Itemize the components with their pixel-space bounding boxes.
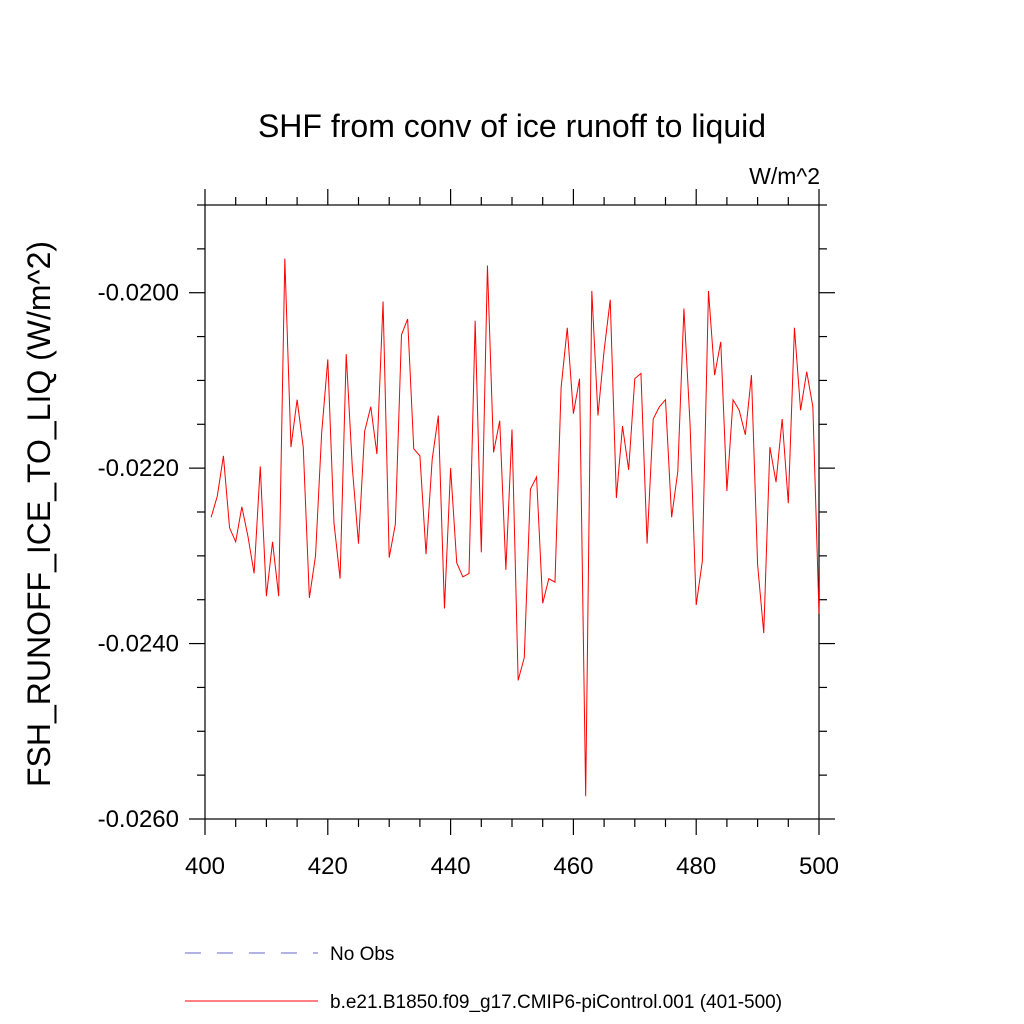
y-tick-label: -0.0240 <box>98 631 179 658</box>
series-line <box>210 258 820 797</box>
x-axis: 400 420 440 460 480 500 <box>185 189 839 880</box>
legend-label: No Obs <box>330 944 394 965</box>
legend-label: b.e21.B1850.f09_g17.CMIP6-piControl.001 … <box>330 992 782 1013</box>
legend: No Obs b.e21.B1850.f09_g17.CMIP6-piContro… <box>185 944 782 1013</box>
chart-title: SHF from conv of ice runoff to liquid <box>258 108 766 144</box>
y-axis-label: FSH_RUNOFF_ICE_TO_LIQ (W/m^2) <box>21 241 57 787</box>
y-tick-label: -0.0260 <box>98 806 179 833</box>
x-tick-label: 480 <box>676 853 716 880</box>
series-group <box>210 258 820 797</box>
x-tick-label: 440 <box>431 853 471 880</box>
plot-frame <box>204 204 820 820</box>
y-axis: -0.0260 -0.0240 -0.0220 -0.0200 <box>98 204 835 833</box>
y-tick-label: -0.0220 <box>98 455 179 482</box>
x-tick-label: 500 <box>799 853 839 880</box>
x-tick-label: 460 <box>553 853 593 880</box>
y-tick-label: -0.0200 <box>98 280 179 307</box>
x-tick-label: 420 <box>308 853 348 880</box>
x-tick-label: 400 <box>185 853 225 880</box>
units-label: W/m^2 <box>749 163 820 189</box>
